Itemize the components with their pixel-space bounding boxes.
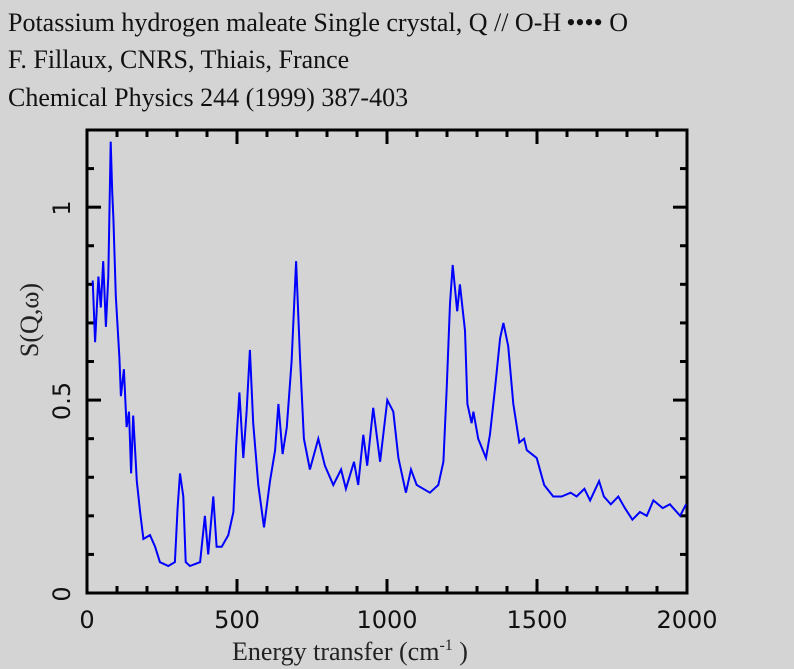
x-axis-label-sup: -1 — [439, 637, 452, 654]
y-tick-label: 1 — [48, 200, 76, 215]
y-tick-label: 0 — [48, 586, 76, 601]
x-axis-label-main: Energy transfer (cm — [232, 637, 439, 666]
x-tick-label: 0 — [79, 606, 94, 634]
axis-ticks — [85, 128, 689, 595]
x-tick-label: 2000 — [656, 606, 717, 634]
x-tick-label: 1500 — [506, 606, 567, 634]
x-tick-label: 500 — [214, 606, 260, 634]
chart-title-line-3: Chemical Physics 244 (1999) 387-403 — [8, 83, 409, 112]
chart-title-line-2: F. Fillaux, CNRS, Thiais, France — [8, 45, 350, 74]
chart-title-line-1: Potassium hydrogen maleate Single crysta… — [8, 8, 629, 37]
x-axis-label-end: ) — [453, 637, 468, 666]
series-line — [91, 141, 687, 568]
x-tick-label: 1000 — [356, 606, 417, 634]
y-axis-label: S(Q,ω) — [15, 283, 44, 357]
y-tick-label: 0.5 — [48, 382, 76, 420]
x-axis-label: Energy transfer (cm-1 ) — [232, 637, 468, 666]
